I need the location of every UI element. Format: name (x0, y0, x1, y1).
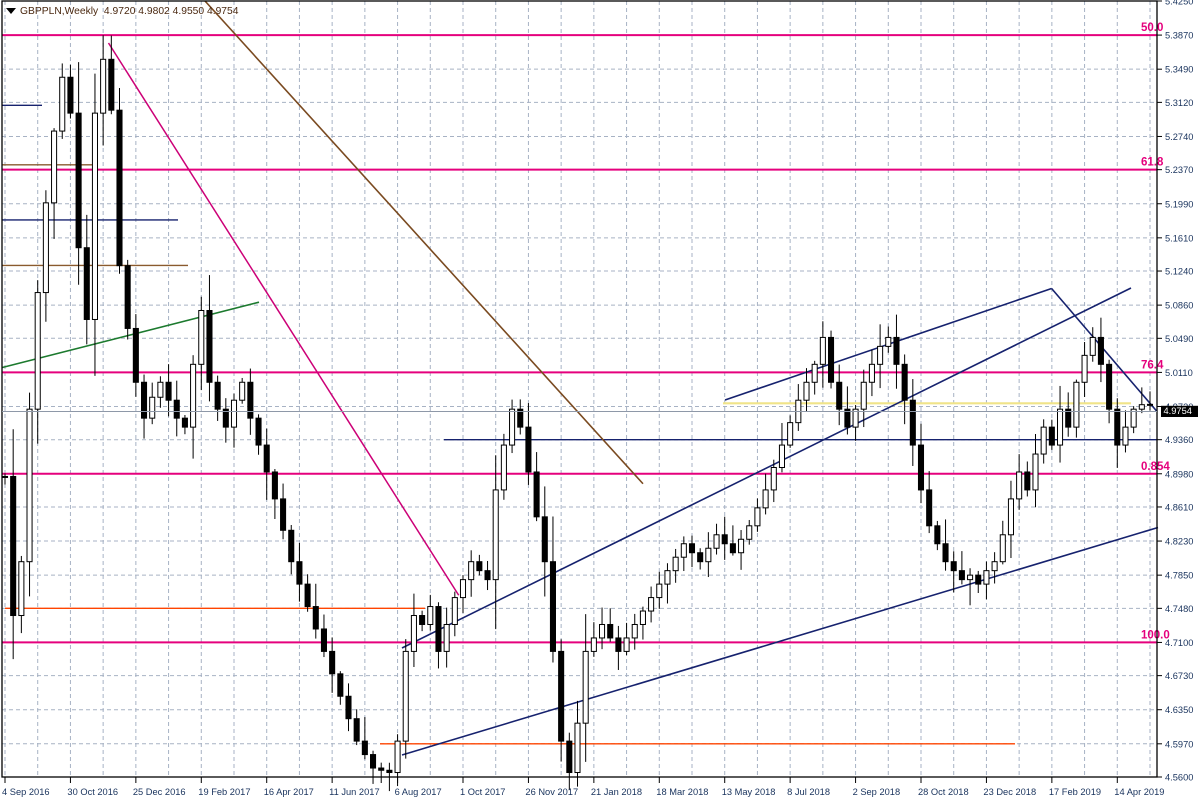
svg-text:76.4: 76.4 (1141, 359, 1164, 371)
svg-text:5.3870: 5.3870 (1165, 31, 1193, 41)
svg-text:4.6350: 4.6350 (1165, 705, 1193, 715)
svg-text:25 Dec 2016: 25 Dec 2016 (133, 787, 186, 797)
svg-text:21 Jan 2018: 21 Jan 2018 (591, 787, 642, 797)
svg-text:5.1610: 5.1610 (1165, 233, 1193, 243)
svg-text:18 Mar 2018: 18 Mar 2018 (656, 787, 708, 797)
svg-text:4.7100: 4.7100 (1165, 638, 1193, 648)
svg-text:5.3490: 5.3490 (1165, 65, 1193, 75)
svg-text:4.9360: 4.9360 (1165, 435, 1193, 445)
svg-text:1 Oct 2017: 1 Oct 2017 (460, 787, 505, 797)
svg-text:4.5600: 4.5600 (1165, 773, 1193, 783)
svg-text:2 Sep 2018: 2 Sep 2018 (853, 787, 901, 797)
svg-text:26 Nov 2017: 26 Nov 2017 (525, 787, 578, 797)
svg-text:4.9754: 4.9754 (1164, 406, 1192, 416)
svg-text:61.8: 61.8 (1141, 157, 1164, 169)
svg-text:4.7850: 4.7850 (1165, 571, 1193, 581)
svg-text:4.7480: 4.7480 (1165, 604, 1193, 614)
svg-text:50.0: 50.0 (1141, 22, 1163, 34)
svg-text:5.1990: 5.1990 (1165, 199, 1193, 209)
svg-text:28 Oct 2018: 28 Oct 2018 (918, 787, 969, 797)
svg-text:6 Aug 2017: 6 Aug 2017 (395, 787, 442, 797)
svg-text:30 Oct 2016: 30 Oct 2016 (67, 787, 118, 797)
svg-text:17 Feb 2019: 17 Feb 2019 (1049, 787, 1101, 797)
svg-text:5.0860: 5.0860 (1165, 301, 1193, 311)
svg-text:5.0490: 5.0490 (1165, 334, 1193, 344)
svg-text:5.3120: 5.3120 (1165, 98, 1193, 108)
svg-text:19 Feb 2017: 19 Feb 2017 (198, 787, 250, 797)
svg-text:5.1240: 5.1240 (1165, 267, 1193, 277)
svg-text:8 Jul 2018: 8 Jul 2018 (787, 787, 830, 797)
svg-text:14 Apr 2019: 14 Apr 2019 (1114, 787, 1164, 797)
svg-text:5.4250: 5.4250 (1165, 0, 1193, 7)
svg-text:4.5970: 4.5970 (1165, 739, 1193, 749)
svg-text:4.6730: 4.6730 (1165, 671, 1193, 681)
svg-text:5.2370: 5.2370 (1165, 165, 1193, 175)
svg-text:5.2740: 5.2740 (1165, 132, 1193, 142)
svg-text:13 May 2018: 13 May 2018 (722, 787, 776, 797)
svg-text:4.8980: 4.8980 (1165, 469, 1193, 479)
svg-text:11 Jun 2017: 11 Jun 2017 (329, 787, 380, 797)
svg-text:16 Apr 2017: 16 Apr 2017 (264, 787, 314, 797)
svg-text:4.8230: 4.8230 (1165, 537, 1193, 547)
svg-text:5.0110: 5.0110 (1165, 368, 1193, 378)
svg-text:4 Sep 2016: 4 Sep 2016 (2, 787, 50, 797)
svg-text:4.8610: 4.8610 (1165, 502, 1193, 512)
svg-text:23 Dec 2018: 23 Dec 2018 (983, 787, 1036, 797)
